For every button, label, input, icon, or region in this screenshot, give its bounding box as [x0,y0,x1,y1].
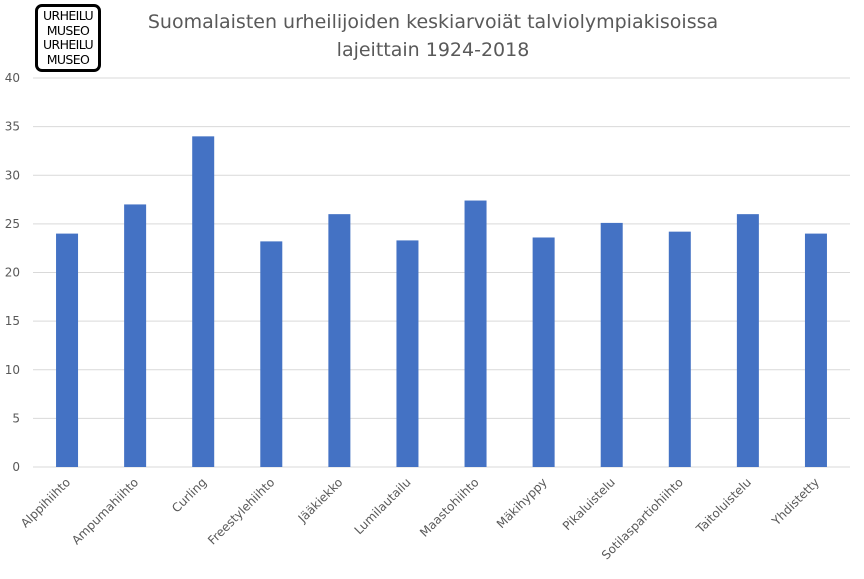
x-tick-label: Alppihiihto [18,475,73,530]
x-tick-label: Yhdistetty [769,475,823,529]
bar [396,240,419,467]
y-tick-label: 35 [5,120,20,134]
bar [328,214,351,467]
logo-line: MUSEO [46,22,90,38]
y-tick-label: 5 [12,411,20,425]
bar [260,241,283,467]
x-tick-label: Mäkihyppy [494,475,550,531]
y-tick-label: 25 [5,217,20,231]
x-tick-label: Taitoluistelu [693,475,754,536]
bar [464,200,487,467]
bar [192,136,215,467]
bar [600,222,623,467]
bar [124,204,147,468]
y-tick-label: 40 [5,71,20,85]
x-tick-label: Jääkiekko [295,475,346,526]
bar [736,214,759,467]
bar [56,233,79,467]
x-tick-label: Lumilautailu [352,475,414,537]
x-tick-label: Ampumahiihto [69,475,141,547]
bar [532,237,555,467]
bar [668,231,691,467]
x-tick-label: Maastohiihto [417,475,482,540]
logo-line: MUSEO [46,51,90,67]
x-tick-label: Pikaluistelu [560,475,618,533]
y-tick-label: 0 [12,460,20,474]
museum-logo: URHEILU MUSEO URHEILU MUSEO [35,4,101,72]
gridlines [33,77,850,468]
y-tick-label: 20 [5,266,20,280]
bars [56,136,827,468]
bar [804,233,827,467]
chart-title-line: Suomalaisten urheilijoiden keskiarvoiät … [147,11,719,33]
x-tick-label: Freestylehiihto [205,475,277,547]
y-axis-ticks: 0 5 10 15 20 25 30 35 40 [5,71,20,474]
logo-line: URHEILU [42,37,94,52]
chart-title: Suomalaisten urheilijoiden keskiarvoiät … [108,8,758,64]
x-tick-label: Curling [169,475,209,515]
y-tick-label: 30 [5,168,20,182]
logo-line: URHEILU [42,8,94,23]
y-tick-label: 10 [5,363,20,377]
chart-title-line: lajeittain 1924-2018 [336,39,530,61]
y-tick-label: 15 [5,314,20,328]
